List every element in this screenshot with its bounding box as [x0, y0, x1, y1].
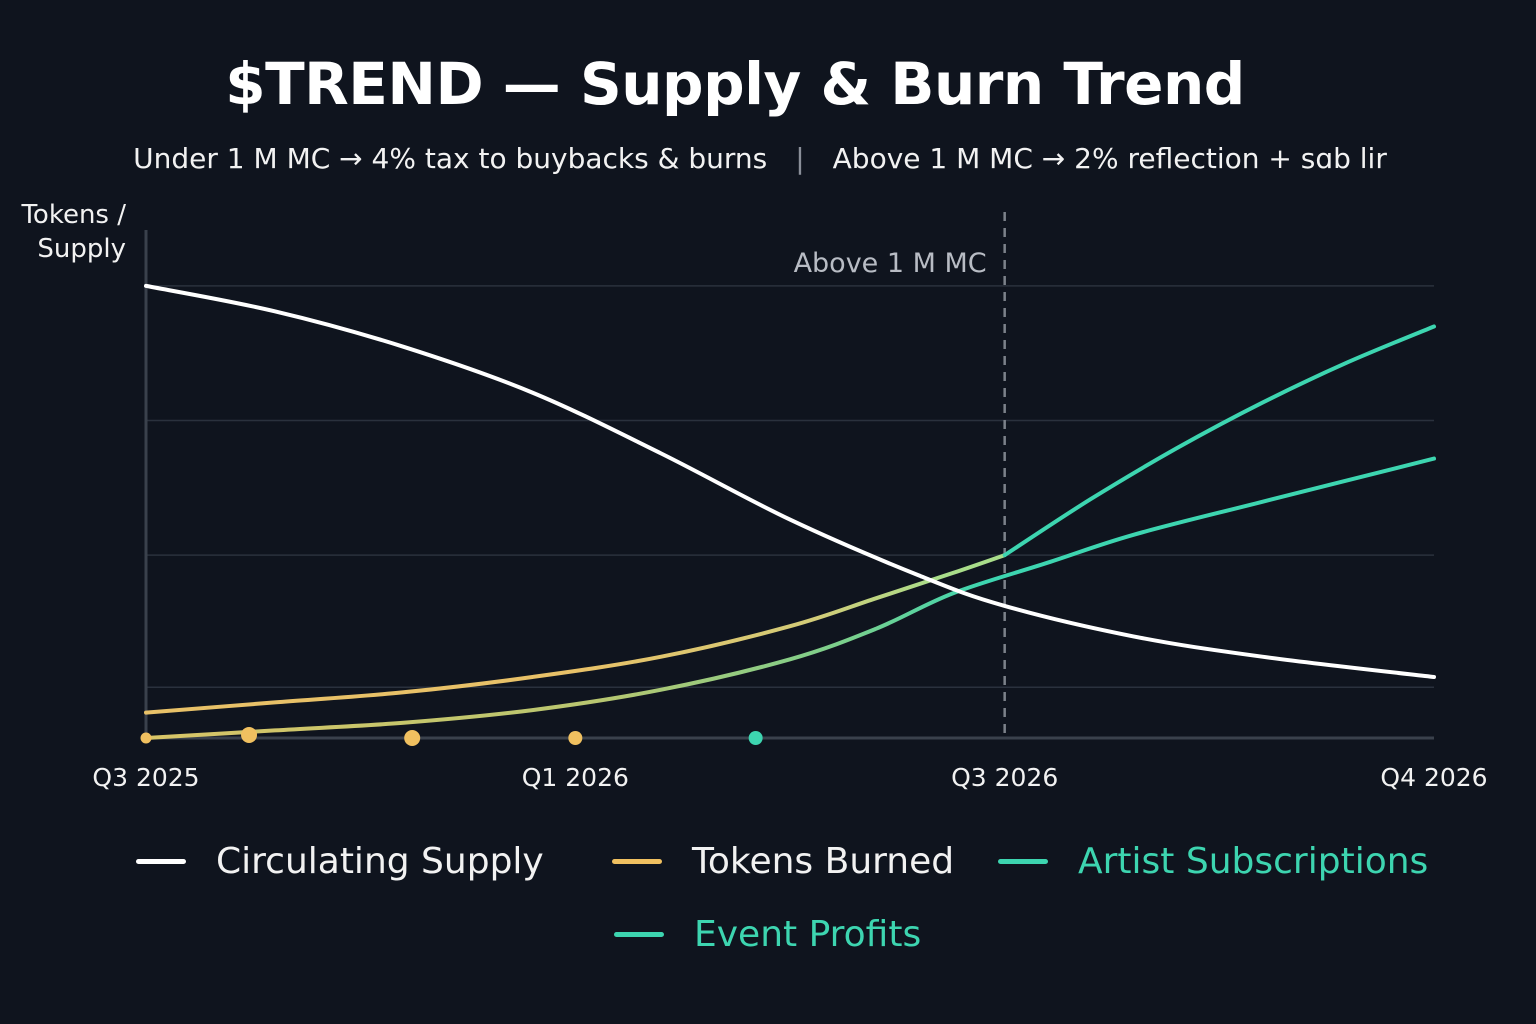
- chart-title: $TREND — Supply & Burn Trend: [225, 50, 1245, 118]
- subtitle-above-1m: Above 1 M MC → 2% reflection + sɑb lir: [832, 142, 1387, 175]
- annotations: Above 1 M MC: [794, 212, 1006, 738]
- legend-swatch-artist-subscriptions: [998, 858, 1048, 864]
- legend-label-circulating-supply: Circulating Supply: [216, 840, 544, 882]
- x-tick-label-0: Q3 2025: [92, 763, 199, 792]
- legend-label-tokens-burned: Tokens Burned: [692, 840, 955, 882]
- grid-lines: [146, 285, 1434, 688]
- data-markers: [140, 726, 763, 746]
- axes: [144, 230, 1434, 740]
- x-tick-label-2: Q3 2026: [951, 763, 1058, 792]
- legend-item-circulating-supply: Circulating Supply: [136, 831, 544, 891]
- data-marker-2: [404, 730, 421, 746]
- series-line-circulating-supply: [144, 283, 1436, 679]
- series-line-event-profits: [144, 456, 1436, 740]
- legend-swatch-circulating-supply: [136, 858, 186, 864]
- x-tick-label-3: Q4 2026: [1380, 763, 1487, 792]
- legend-item-event-profits: Event Profits: [614, 904, 921, 964]
- legend: Circulating Supply Tokens Burned Artist …: [0, 826, 1536, 986]
- legend-swatch-tokens-burned: [612, 858, 662, 864]
- legend-swatch-event-profits: [614, 931, 664, 937]
- x-tick-label-1: Q1 2026: [522, 763, 629, 792]
- data-marker-4: [748, 731, 763, 745]
- legend-item-artist-subscriptions: Artist Subscriptions: [998, 831, 1428, 891]
- chart-subtitle: Under 1 M MC → 4% tax to buybacks & burn…: [133, 142, 1387, 178]
- data-marker-3: [568, 731, 583, 745]
- subtitle-under-1m: Under 1 M MC → 4% tax to buybacks & burn…: [133, 142, 768, 175]
- legend-label-event-profits: Event Profits: [694, 913, 922, 955]
- subtitle-separator: |: [795, 142, 805, 175]
- y-axis-label: Tokens / Supply: [21, 200, 126, 264]
- annotation-label-0: Above 1 M MC: [794, 248, 987, 279]
- series-lines: [144, 283, 1436, 740]
- data-marker-1: [241, 726, 258, 743]
- x-tick-labels: Q3 2025 Q1 2026 Q3 2026 Q4 2026: [92, 763, 1487, 792]
- data-marker-0: [140, 732, 152, 744]
- legend-item-tokens-burned: Tokens Burned: [612, 831, 954, 891]
- series-line-artist-subscriptions: [1002, 324, 1436, 558]
- legend-label-artist-subscriptions: Artist Subscriptions: [1078, 840, 1429, 882]
- series-line-tokens-burned: [144, 553, 1007, 715]
